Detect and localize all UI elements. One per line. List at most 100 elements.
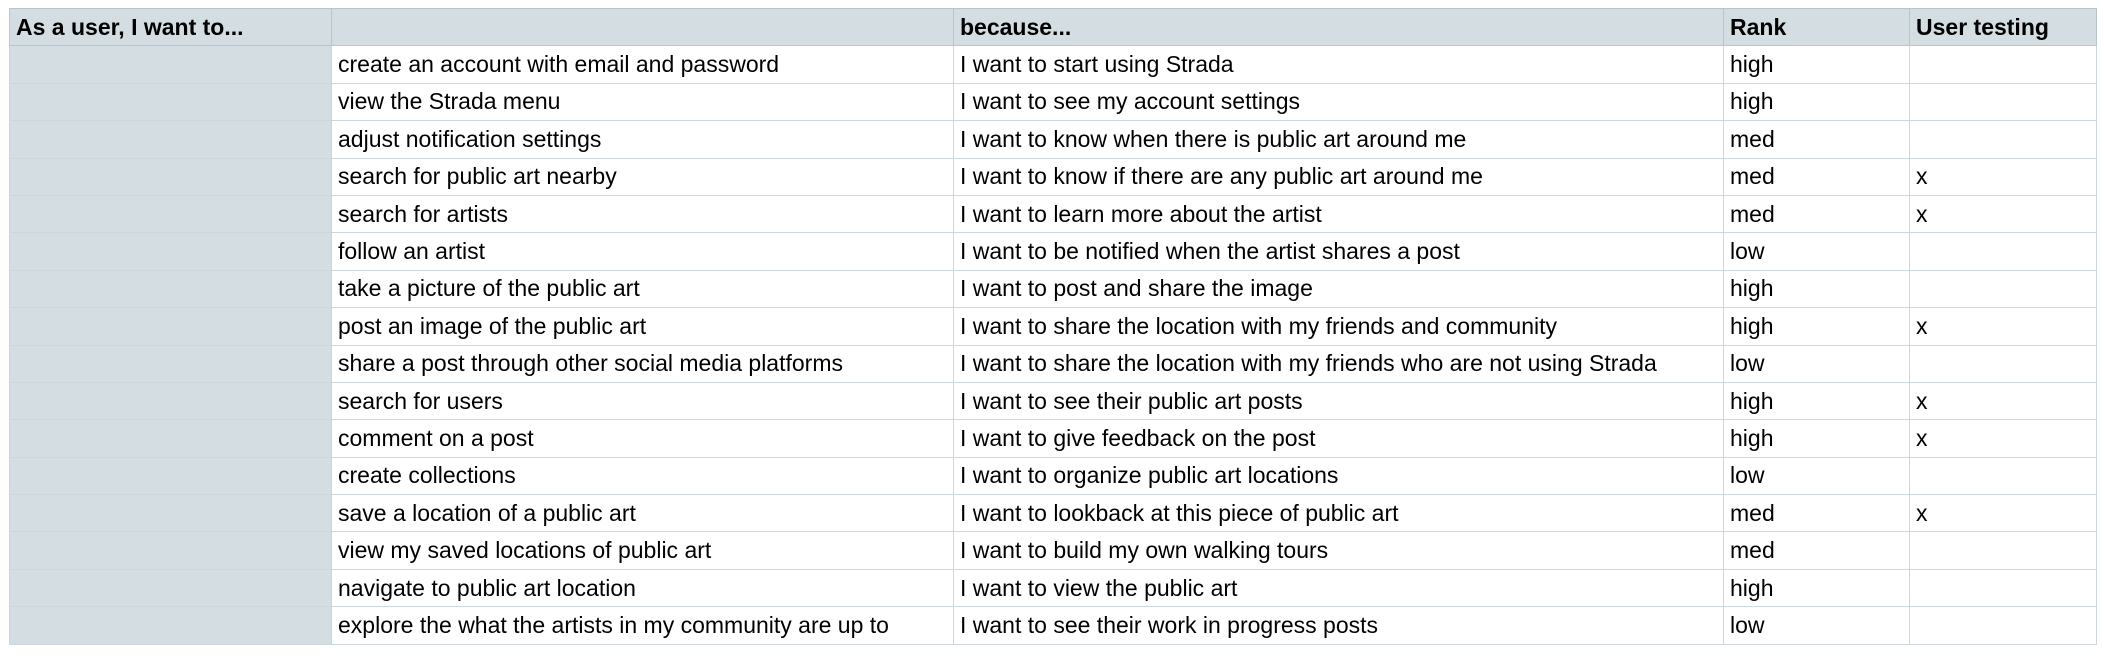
because-cell[interactable]: I want to know when there is public art … bbox=[953, 120, 1724, 159]
header-cell-user-testing[interactable]: User testing bbox=[1909, 7, 2097, 47]
rank-cell[interactable]: med bbox=[1723, 120, 1910, 159]
because-cell[interactable]: I want to share the location with my fri… bbox=[953, 344, 1724, 383]
rank-cell[interactable]: med bbox=[1723, 531, 1910, 570]
user-testing-cell[interactable] bbox=[1909, 456, 2097, 496]
user-testing-cell[interactable]: x bbox=[1909, 307, 2097, 346]
header-cell-user-want[interactable]: As a user, I want to... bbox=[9, 7, 332, 47]
row-label-cell[interactable] bbox=[9, 456, 332, 496]
want-cell[interactable]: search for public art nearby bbox=[331, 157, 954, 196]
rank-cell[interactable]: low bbox=[1723, 344, 1910, 383]
because-cell[interactable]: I want to learn more about the artist bbox=[953, 194, 1724, 234]
row-label-cell[interactable] bbox=[9, 381, 332, 421]
rank-cell[interactable]: high bbox=[1723, 307, 1910, 346]
user-testing-cell[interactable] bbox=[1909, 232, 2097, 271]
want-cell[interactable]: search for artists bbox=[331, 194, 954, 234]
row-label-cell[interactable] bbox=[9, 82, 332, 122]
user-testing-cell[interactable] bbox=[1909, 45, 2097, 84]
rank-cell[interactable]: med bbox=[1723, 194, 1910, 234]
table-row: post an image of the public art I want to… bbox=[9, 307, 2097, 346]
want-cell[interactable]: view my saved locations of public art bbox=[331, 531, 954, 570]
want-cell[interactable]: adjust notification settings bbox=[331, 120, 954, 159]
row-label-cell[interactable] bbox=[9, 494, 332, 533]
row-label-cell[interactable] bbox=[9, 45, 332, 84]
user-testing-cell[interactable] bbox=[1909, 82, 2097, 122]
row-label-cell[interactable] bbox=[9, 232, 332, 271]
user-testing-cell[interactable] bbox=[1909, 606, 2097, 645]
row-label-cell[interactable] bbox=[9, 419, 332, 458]
want-cell[interactable]: share a post through other social media … bbox=[331, 344, 954, 383]
header-cell-rank[interactable]: Rank bbox=[1723, 7, 1910, 47]
table-body: create an account with email and passwor… bbox=[9, 45, 2097, 645]
want-cell[interactable]: follow an artist bbox=[331, 232, 954, 271]
rank-cell[interactable]: high bbox=[1723, 419, 1910, 458]
because-cell[interactable]: I want to build my own walking tours bbox=[953, 531, 1724, 570]
table-row: search for public art nearby I want to kn… bbox=[9, 157, 2097, 196]
user-testing-cell[interactable]: x bbox=[1909, 419, 2097, 458]
because-cell[interactable]: I want to view the public art bbox=[953, 568, 1724, 608]
because-cell[interactable]: I want to see my account settings bbox=[953, 82, 1724, 122]
table-row: view the Strada menu I want to see my acc… bbox=[9, 82, 2097, 122]
because-cell[interactable]: I want to know if there are any public a… bbox=[953, 157, 1724, 196]
want-cell[interactable]: create an account with email and passwor… bbox=[331, 45, 954, 84]
table-row: create collections I want to organize pub… bbox=[9, 456, 2097, 496]
because-cell[interactable]: I want to be notified when the artist sh… bbox=[953, 232, 1724, 271]
row-label-cell[interactable] bbox=[9, 157, 332, 196]
because-cell[interactable]: I want to lookback at this piece of publ… bbox=[953, 494, 1724, 533]
row-label-cell[interactable] bbox=[9, 120, 332, 159]
user-testing-cell[interactable]: x bbox=[1909, 494, 2097, 533]
want-cell[interactable]: search for users bbox=[331, 381, 954, 421]
rank-cell[interactable]: low bbox=[1723, 232, 1910, 271]
table-row: follow an artist I want to be notified wh… bbox=[9, 232, 2097, 271]
rank-cell[interactable]: high bbox=[1723, 45, 1910, 84]
row-label-cell[interactable] bbox=[9, 194, 332, 234]
table-row: comment on a post I want to give feedback… bbox=[9, 419, 2097, 458]
user-testing-cell[interactable] bbox=[1909, 120, 2097, 159]
row-label-cell[interactable] bbox=[9, 307, 332, 346]
user-testing-cell[interactable]: x bbox=[1909, 157, 2097, 196]
row-label-cell[interactable] bbox=[9, 568, 332, 608]
table-row: explore the what the artists in my commu… bbox=[9, 606, 2097, 645]
user-testing-cell[interactable]: x bbox=[1909, 381, 2097, 421]
want-cell[interactable]: view the Strada menu bbox=[331, 82, 954, 122]
because-cell[interactable]: I want to see their public art posts bbox=[953, 381, 1724, 421]
rank-cell[interactable]: high bbox=[1723, 82, 1910, 122]
because-cell[interactable]: I want to share the location with my fri… bbox=[953, 307, 1724, 346]
want-cell[interactable]: navigate to public art location bbox=[331, 568, 954, 608]
header-cell-because[interactable]: because... bbox=[953, 7, 1724, 47]
want-cell[interactable]: explore the what the artists in my commu… bbox=[331, 606, 954, 645]
because-cell[interactable]: I want to post and share the image bbox=[953, 269, 1724, 309]
table-row: adjust notification settings I want to kn… bbox=[9, 120, 2097, 159]
want-cell[interactable]: save a location of a public art bbox=[331, 494, 954, 533]
row-label-cell[interactable] bbox=[9, 606, 332, 645]
because-cell[interactable]: I want to see their work in progress pos… bbox=[953, 606, 1724, 645]
because-cell[interactable]: I want to start using Strada bbox=[953, 45, 1724, 84]
row-label-cell[interactable] bbox=[9, 269, 332, 309]
row-label-cell[interactable] bbox=[9, 344, 332, 383]
rank-cell[interactable]: high bbox=[1723, 381, 1910, 421]
rank-cell[interactable]: low bbox=[1723, 606, 1910, 645]
because-cell[interactable]: I want to organize public art locations bbox=[953, 456, 1724, 496]
want-cell[interactable]: take a picture of the public art bbox=[331, 269, 954, 309]
rank-cell[interactable]: med bbox=[1723, 157, 1910, 196]
rank-cell[interactable]: low bbox=[1723, 456, 1910, 496]
rank-cell[interactable]: high bbox=[1723, 269, 1910, 309]
user-testing-cell[interactable] bbox=[1909, 531, 2097, 570]
want-cell[interactable]: comment on a post bbox=[331, 419, 954, 458]
user-testing-cell[interactable] bbox=[1909, 344, 2097, 383]
table-row: search for artists I want to learn more a… bbox=[9, 194, 2097, 234]
user-testing-cell[interactable] bbox=[1909, 568, 2097, 608]
table-row: create an account with email and passwor… bbox=[9, 45, 2097, 84]
user-testing-cell[interactable] bbox=[1909, 269, 2097, 309]
row-label-cell[interactable] bbox=[9, 531, 332, 570]
user-stories-table: As a user, I want to... because... Rank … bbox=[9, 7, 2097, 645]
rank-cell[interactable]: med bbox=[1723, 494, 1910, 533]
user-testing-cell[interactable]: x bbox=[1909, 194, 2097, 234]
table-row: take a picture of the public art I want t… bbox=[9, 269, 2097, 309]
header-cell-blank[interactable] bbox=[331, 7, 954, 47]
table-row: search for users I want to see their publ… bbox=[9, 381, 2097, 421]
header-row: As a user, I want to... because... Rank … bbox=[9, 7, 2097, 47]
want-cell[interactable]: post an image of the public art bbox=[331, 307, 954, 346]
want-cell[interactable]: create collections bbox=[331, 456, 954, 496]
rank-cell[interactable]: high bbox=[1723, 568, 1910, 608]
because-cell[interactable]: I want to give feedback on the post bbox=[953, 419, 1724, 458]
